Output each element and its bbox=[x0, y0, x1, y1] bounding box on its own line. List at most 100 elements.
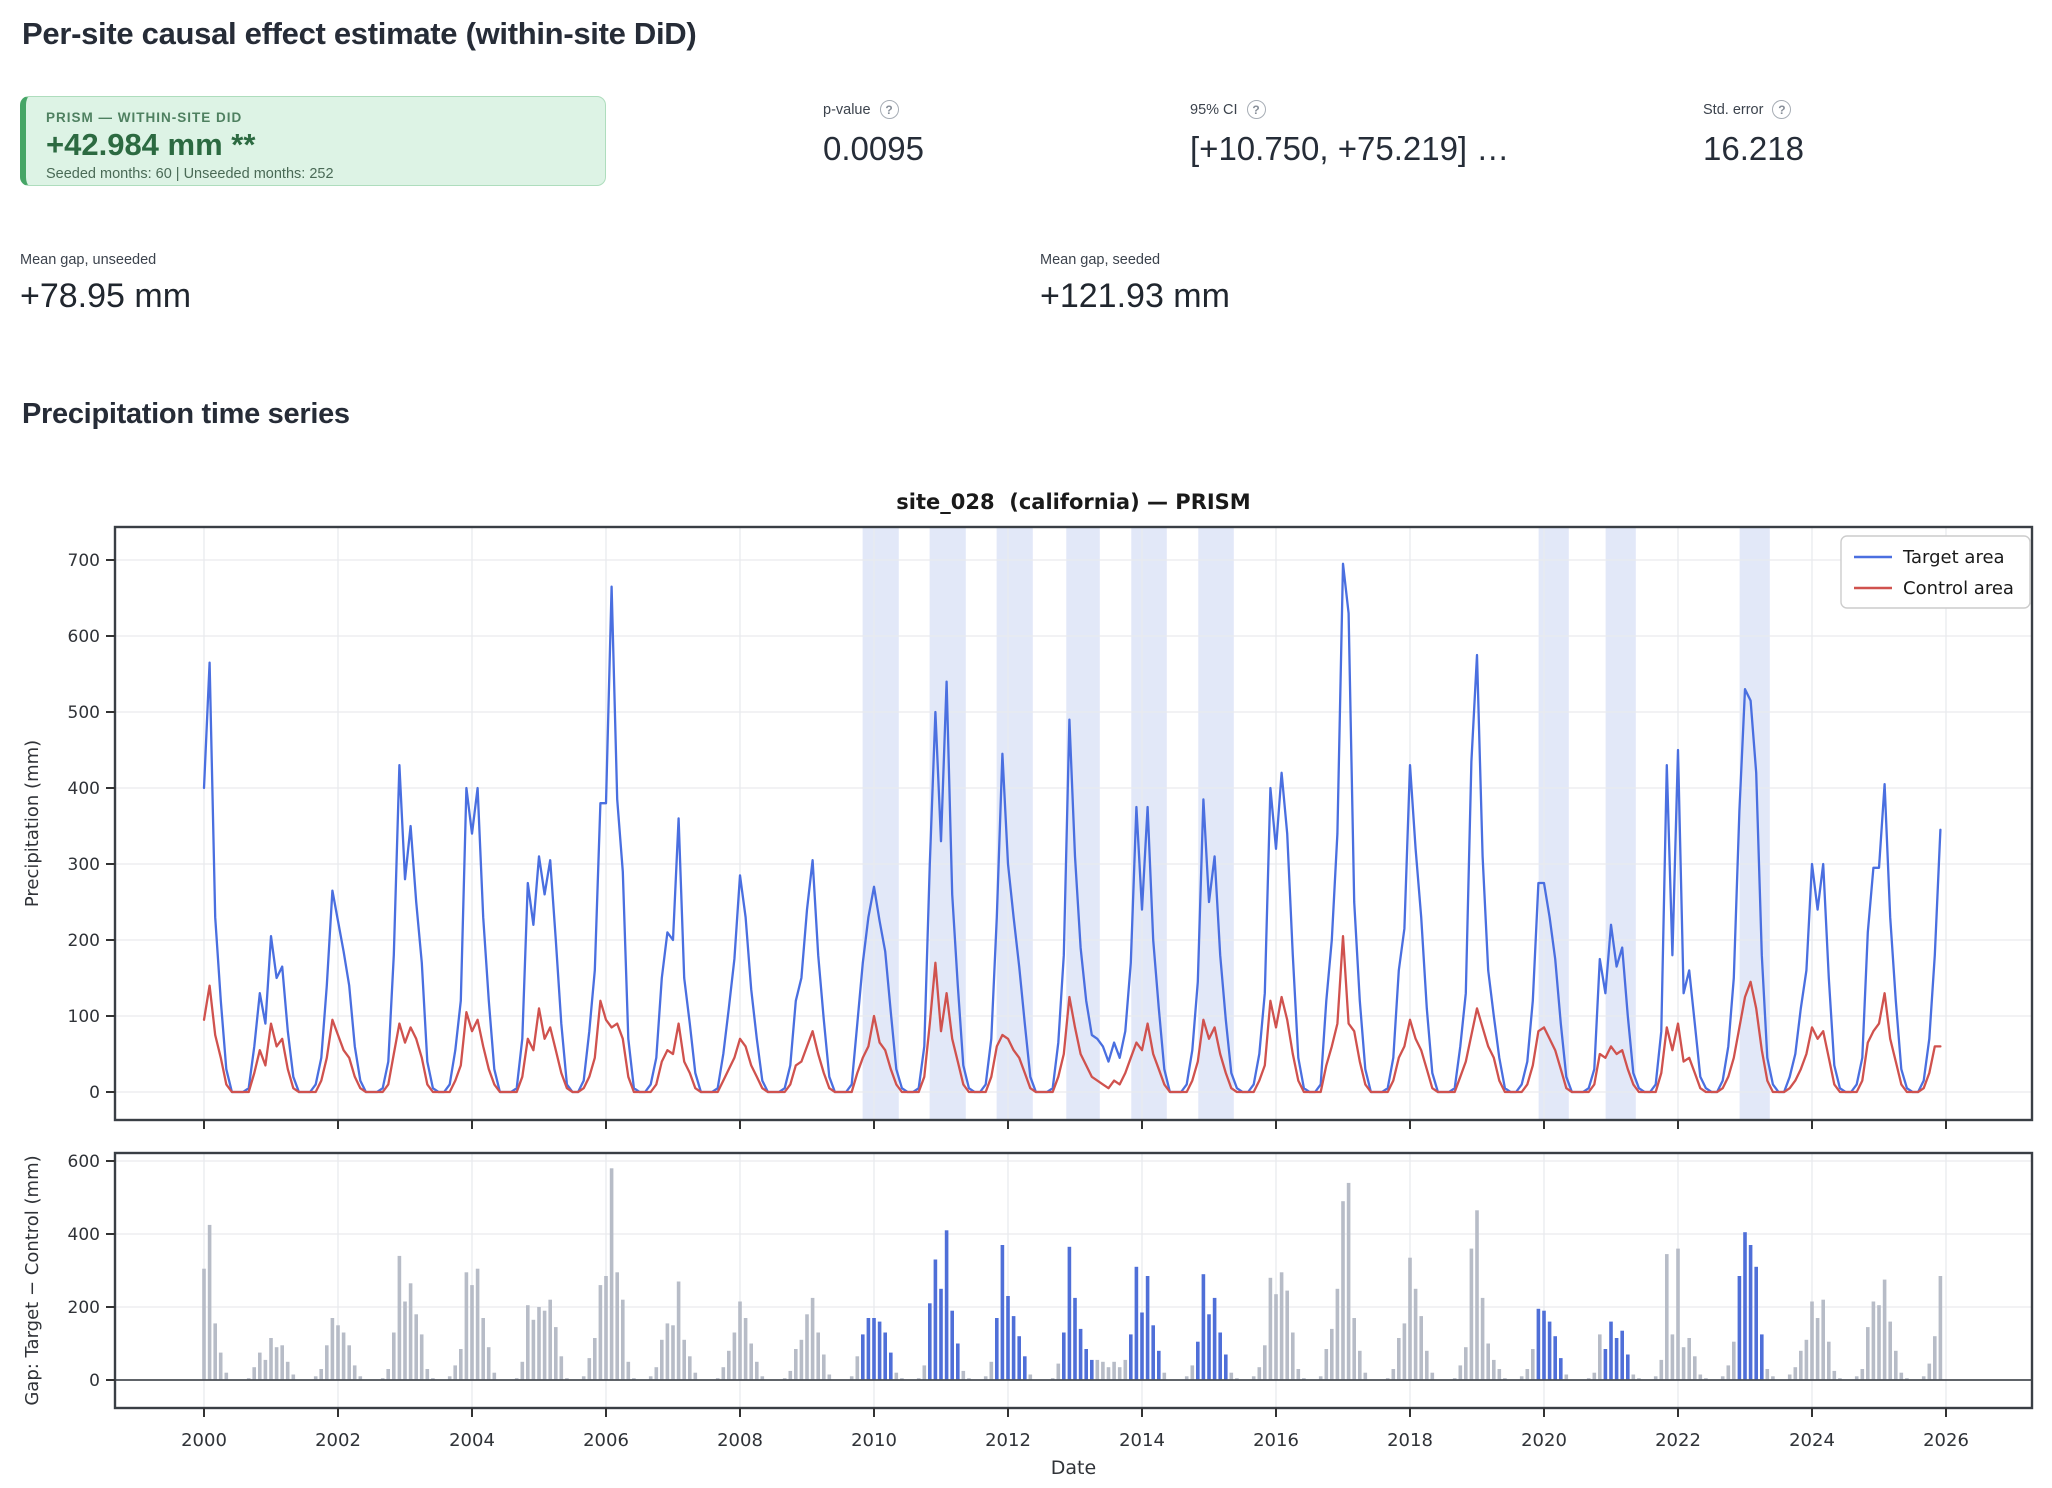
y-axis-label: Gap: Target − Control (mm) bbox=[22, 1155, 43, 1405]
gap-bar-unseeded bbox=[1815, 1318, 1820, 1380]
gap-bar-seeded bbox=[950, 1310, 954, 1380]
gap-bar-unseeded bbox=[648, 1376, 653, 1380]
x-axis-label: Date bbox=[1051, 1457, 1096, 1479]
gap-bar-unseeded bbox=[922, 1365, 927, 1380]
gap-bar-seeded bbox=[1023, 1356, 1027, 1380]
gap-bar-unseeded bbox=[660, 1339, 664, 1380]
gap-bar-unseeded bbox=[1693, 1356, 1697, 1380]
gap-bar-unseeded bbox=[827, 1374, 832, 1380]
gap-bar-unseeded bbox=[760, 1376, 765, 1380]
gap-bar-unseeded bbox=[1888, 1321, 1892, 1380]
gap-bar-unseeded bbox=[1397, 1338, 1401, 1380]
gap-bar-unseeded bbox=[408, 1283, 413, 1380]
gap-bar-unseeded bbox=[313, 1376, 318, 1380]
gap-bar-unseeded bbox=[1492, 1359, 1496, 1380]
x-tick-label: 2022 bbox=[1655, 1430, 1701, 1451]
stat-pvalue-value: 0.0095 bbox=[823, 130, 924, 167]
gap-bar-unseeded bbox=[352, 1365, 357, 1380]
gap-bar-unseeded bbox=[1123, 1359, 1128, 1380]
gap-bar-unseeded bbox=[202, 1268, 206, 1380]
gap-bar-unseeded bbox=[1346, 1182, 1351, 1380]
seeded-period-band bbox=[1538, 527, 1569, 1120]
gap-bar-unseeded bbox=[414, 1314, 418, 1380]
gap-bar-unseeded bbox=[1687, 1338, 1691, 1380]
gap-bar-unseeded bbox=[1564, 1374, 1569, 1380]
gap-bar-unseeded bbox=[1670, 1334, 1675, 1380]
gap-bar-seeded bbox=[866, 1318, 871, 1380]
gap-bar-unseeded bbox=[459, 1349, 463, 1380]
gap-bar-unseeded bbox=[213, 1323, 217, 1380]
gap-bar-unseeded bbox=[598, 1285, 603, 1380]
main-chart: 0 100 200 300 400 500 600 700 Precipitation (mm)… bbox=[22, 490, 2034, 1129]
gap-bar-seeded bbox=[1626, 1354, 1630, 1381]
gap-bar-unseeded bbox=[1413, 1288, 1418, 1381]
help-icon[interactable]: ? bbox=[879, 100, 899, 119]
gap-bar-unseeded bbox=[1921, 1376, 1926, 1380]
gap-bar-unseeded bbox=[1363, 1372, 1368, 1380]
gap-bar-unseeded bbox=[1653, 1376, 1658, 1380]
gap-bar-unseeded bbox=[1296, 1369, 1301, 1380]
gap-bar-seeded bbox=[1073, 1297, 1077, 1380]
gap-bar-unseeded bbox=[559, 1356, 564, 1380]
gap-bar-unseeded bbox=[218, 1352, 223, 1380]
gap-bar-unseeded bbox=[1832, 1370, 1837, 1380]
gap-bar-unseeded bbox=[386, 1369, 390, 1380]
gap-bar-unseeded bbox=[1341, 1201, 1345, 1380]
gap-bar-unseeded bbox=[475, 1268, 480, 1380]
gap-bar-unseeded bbox=[1732, 1341, 1736, 1380]
y-tick-label: 600 bbox=[68, 627, 100, 647]
gap-bar-unseeded bbox=[453, 1365, 457, 1380]
gap-bar-unseeded bbox=[1318, 1376, 1323, 1380]
y-tick-label: 0 bbox=[89, 1083, 100, 1103]
gap-bar-unseeded bbox=[788, 1370, 793, 1380]
gap-bar-unseeded bbox=[1352, 1318, 1356, 1380]
gap-bar-unseeded bbox=[989, 1361, 994, 1381]
gap-bar-unseeded bbox=[291, 1374, 296, 1380]
gap-bar-unseeded bbox=[1324, 1349, 1329, 1380]
gap-bar-unseeded bbox=[1871, 1301, 1876, 1380]
gap-bar-unseeded bbox=[587, 1358, 592, 1380]
gap-bar-unseeded bbox=[548, 1299, 552, 1380]
gap-bar-unseeded bbox=[285, 1361, 290, 1381]
stat-ci: 95% CI ? [+10.750, +75.219] … bbox=[1190, 100, 1509, 168]
gap-bar-unseeded bbox=[1899, 1372, 1904, 1380]
gap-bar-unseeded bbox=[492, 1372, 497, 1380]
gap-bar-unseeded bbox=[224, 1372, 229, 1380]
gap-bar-unseeded bbox=[1665, 1254, 1669, 1380]
gap-bar-unseeded bbox=[1726, 1365, 1731, 1380]
gap-bar-unseeded bbox=[531, 1319, 536, 1380]
gap-bar-unseeded bbox=[1804, 1339, 1809, 1380]
stat-ci-label: 95% CI bbox=[1190, 101, 1238, 118]
gap-bar-unseeded bbox=[1095, 1359, 1100, 1380]
summary-card: PRISM — WITHIN-SITE DID +42.984 mm ** Se… bbox=[20, 96, 606, 186]
gap-bar-seeded bbox=[1547, 1321, 1552, 1380]
gap-bar-unseeded bbox=[554, 1327, 558, 1380]
gap-bar-unseeded bbox=[274, 1347, 279, 1381]
gap-bar-seeded bbox=[1748, 1245, 1753, 1380]
gap-bar-unseeded bbox=[1720, 1376, 1725, 1380]
gap-bar-seeded bbox=[1084, 1349, 1088, 1380]
gap-bar-seeded bbox=[1224, 1354, 1228, 1381]
help-icon[interactable]: ? bbox=[1246, 100, 1266, 119]
x-tick-label: 2004 bbox=[449, 1430, 495, 1451]
gap-bar-unseeded bbox=[526, 1305, 530, 1380]
gap-bar-unseeded bbox=[1681, 1347, 1686, 1381]
gap-bar-unseeded bbox=[358, 1376, 363, 1380]
gap-bar-seeded bbox=[995, 1318, 999, 1380]
gap-bar-seeded bbox=[1536, 1308, 1541, 1380]
gap-bar-unseeded bbox=[1698, 1374, 1703, 1380]
x-tick-label: 2006 bbox=[583, 1430, 629, 1451]
gap-bar-unseeded bbox=[447, 1376, 452, 1380]
gap-bar-unseeded bbox=[1285, 1290, 1289, 1380]
gap-bar-unseeded bbox=[1028, 1374, 1033, 1380]
y-tick-label: 400 bbox=[68, 1225, 100, 1245]
gap-bar-unseeded bbox=[486, 1347, 491, 1381]
gap-bar-unseeded bbox=[325, 1345, 329, 1380]
gap-bar-seeded bbox=[1090, 1359, 1094, 1380]
gap-bar-seeded bbox=[1760, 1334, 1764, 1380]
help-icon[interactable]: ? bbox=[1772, 100, 1792, 119]
gap-bar-unseeded bbox=[520, 1361, 525, 1381]
gap-bar-unseeded bbox=[749, 1343, 753, 1380]
gap-bar-seeded bbox=[1006, 1296, 1010, 1380]
seeded-period-band bbox=[996, 527, 1033, 1120]
